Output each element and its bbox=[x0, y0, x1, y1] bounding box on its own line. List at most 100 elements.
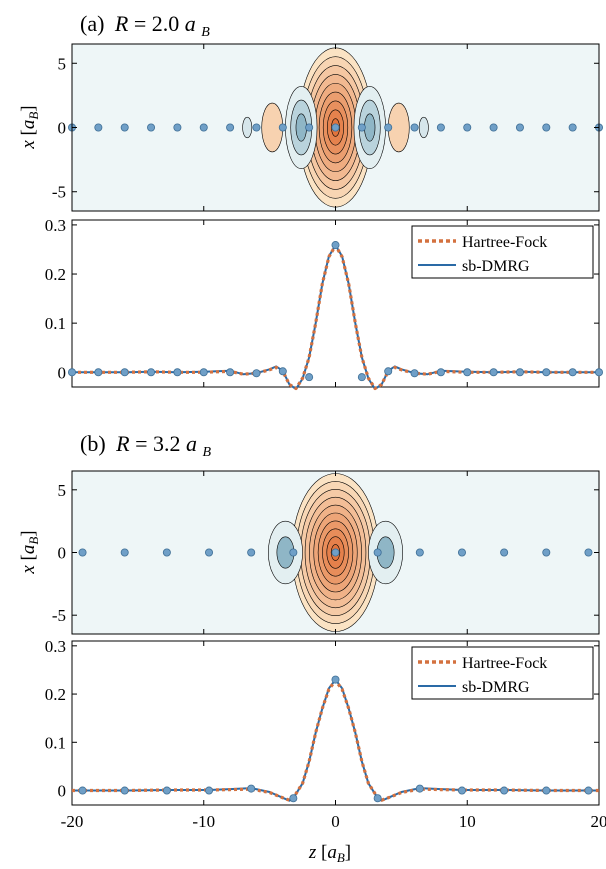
lineplot-a-marker-12 bbox=[384, 367, 393, 376]
legend-a: Hartree-Fock sb-DMRG bbox=[411, 225, 594, 279]
heatmap-a-atom-13 bbox=[410, 123, 419, 132]
heatmap-a-atom-2 bbox=[120, 123, 129, 132]
lineplot-b-ytick-label-1: 0.2 bbox=[45, 685, 66, 704]
heatmap-b: 5 0 -5 x [aB] bbox=[18, 470, 600, 635]
lineplot-a-marker-7 bbox=[252, 369, 261, 378]
legend-b: Hartree-Fock sb-DMRG bbox=[411, 646, 594, 700]
lineplot-b-marker-5 bbox=[289, 794, 298, 803]
heatmap-b-ytick-label-1: 0 bbox=[58, 544, 67, 563]
lineplot-a-marker-16 bbox=[489, 368, 498, 377]
heatmap-a-atom-12 bbox=[384, 123, 393, 132]
heatmap-b-atom-11 bbox=[542, 548, 551, 557]
legend-b-dmrg-label: sb-DMRG bbox=[462, 679, 530, 696]
heatmap-a-ytick-label-2: -5 bbox=[52, 183, 66, 202]
heatmap-a-lobe-5-level-0 bbox=[242, 116, 253, 139]
heatmap-a-ytick-label-1: 0 bbox=[58, 119, 67, 138]
lineplot-a-marker-6 bbox=[226, 368, 235, 377]
heatmap-a-atom-7 bbox=[252, 123, 261, 132]
heatmap-a-atom-1 bbox=[94, 123, 103, 132]
lineplot-a-marker-17 bbox=[515, 368, 524, 377]
heatmap-a-atom-8 bbox=[278, 123, 287, 132]
lineplot-a-ytick-label-3: 0 bbox=[58, 363, 67, 382]
lineplot-b-ytick-label-2: 0.1 bbox=[45, 733, 66, 752]
heatmap-a-atom-4 bbox=[173, 123, 182, 132]
heatmap-a-atom-9 bbox=[305, 123, 314, 132]
lineplot-b-marker-4 bbox=[247, 784, 256, 793]
lineplot-a-marker-19 bbox=[568, 368, 577, 377]
heatmap-a-lobe-6-level-0 bbox=[418, 116, 429, 139]
heatmap-b-atom-2 bbox=[162, 548, 171, 557]
lineplot-b-xtick-label-0: -20 bbox=[61, 812, 84, 831]
lineplot-a-ytick-label-1: 0.2 bbox=[45, 265, 66, 284]
lineplot-b-marker-0 bbox=[78, 786, 87, 795]
panel-b-title: (b) R = 3.2 a B bbox=[80, 431, 212, 460]
heatmap-a-atom-15 bbox=[463, 123, 472, 132]
lineplot-b-marker-2 bbox=[162, 786, 171, 795]
legend-a-dmrg-label: sb-DMRG bbox=[462, 258, 530, 275]
lineplot-a-marker-20 bbox=[595, 368, 604, 377]
lineplot-a-marker-10 bbox=[331, 241, 340, 250]
lineplot-a-marker-13 bbox=[410, 369, 419, 378]
lineplot-a: 0.3 0.2 0.1 0 Hartree-Fock sb-DMRG bbox=[45, 216, 604, 391]
lineplot-b-marker-12 bbox=[584, 786, 593, 795]
heatmap-b-atom-0 bbox=[78, 548, 87, 557]
heatmap-a-atom-3 bbox=[147, 123, 156, 132]
heatmap-b-atom-6 bbox=[331, 548, 340, 557]
heatmap-b-atom-3 bbox=[205, 548, 214, 557]
lineplot-a-ytick-label-2: 0.1 bbox=[45, 314, 66, 333]
lineplot-b-marker-6 bbox=[331, 675, 340, 684]
lineplot-a-marker-8 bbox=[278, 367, 287, 376]
heatmap-b-atom-12 bbox=[584, 548, 593, 557]
panel-a-title: (a) R = 2.0 a B bbox=[80, 11, 210, 40]
heatmap-a-atom-19 bbox=[568, 123, 577, 132]
heatmap-b-atom-5 bbox=[289, 548, 298, 557]
heatmap-b-atom-8 bbox=[415, 548, 424, 557]
legend-b-box bbox=[411, 646, 594, 700]
lineplot-a-marker-3 bbox=[147, 368, 156, 377]
lineplot-b-marker-1 bbox=[120, 786, 129, 795]
lineplot-b-marker-10 bbox=[500, 786, 509, 795]
lineplot-b-xtick-label-4: 20 bbox=[591, 812, 606, 831]
heatmap-a-atom-11 bbox=[357, 123, 366, 132]
heatmap-a-ylabel: x [aB] bbox=[18, 105, 41, 149]
heatmap-b-atom-10 bbox=[500, 548, 509, 557]
lineplot-a-marker-1 bbox=[94, 368, 103, 377]
lineplot-b-ytick-label-0: 0.3 bbox=[45, 637, 66, 656]
lineplot-a-marker-18 bbox=[542, 368, 551, 377]
lineplot-a-marker-0 bbox=[68, 368, 77, 377]
lineplot-a-marker-15 bbox=[463, 368, 472, 377]
lineplot-a-marker-11 bbox=[357, 373, 366, 382]
lineplot-b-marker-7 bbox=[373, 794, 382, 803]
lineplot-a-ytick-label-0: 0.3 bbox=[45, 216, 66, 235]
heatmap-b-atom-9 bbox=[457, 548, 466, 557]
lineplot-b-marker-11 bbox=[542, 786, 551, 795]
lineplot-b-ytick-label-3: 0 bbox=[58, 782, 67, 801]
lineplot-a-marker-14 bbox=[436, 368, 445, 377]
lineplot-b: 0.3 0.2 0.1 0 -20 -10 0 10 20 Hartree-Fock sb-D… bbox=[45, 637, 606, 865]
lineplot-a-marker-4 bbox=[173, 368, 182, 377]
heatmap-b-atom-7 bbox=[373, 548, 382, 557]
heatmap-b-ylabel: x [aB] bbox=[18, 530, 41, 574]
lineplot-b-xtick-label-3: 10 bbox=[459, 812, 476, 831]
heatmap-a-atom-6 bbox=[226, 123, 235, 132]
heatmap-a: 5 0 -5 x [aB] bbox=[18, 43, 604, 212]
lineplot-b-marker-9 bbox=[457, 786, 466, 795]
heatmap-a-ytick-label-0: 5 bbox=[58, 54, 67, 73]
legend-a-hf-label: Hartree-Fock bbox=[462, 234, 547, 251]
lineplot-b-marker-8 bbox=[415, 784, 424, 793]
heatmap-b-ytick-label-0: 5 bbox=[58, 481, 67, 500]
lineplot-a-marker-5 bbox=[199, 368, 208, 377]
heatmap-b-ytick-label-2: -5 bbox=[52, 606, 66, 625]
heatmap-a-lobe-1-level-2 bbox=[295, 113, 307, 142]
lineplot-b-marker-3 bbox=[205, 786, 214, 795]
lineplot-b-xlabel: z [aB] bbox=[308, 842, 351, 865]
lineplot-a-marker-9 bbox=[305, 373, 314, 382]
lineplot-b-xtick-label-2: 0 bbox=[331, 812, 340, 831]
heatmap-a-atom-10 bbox=[331, 123, 340, 132]
heatmap-a-atom-17 bbox=[515, 123, 524, 132]
legend-b-hf-label: Hartree-Fock bbox=[462, 655, 547, 672]
heatmap-a-atom-18 bbox=[542, 123, 551, 132]
heatmap-a-atom-5 bbox=[199, 123, 208, 132]
lineplot-a-marker-2 bbox=[120, 368, 129, 377]
